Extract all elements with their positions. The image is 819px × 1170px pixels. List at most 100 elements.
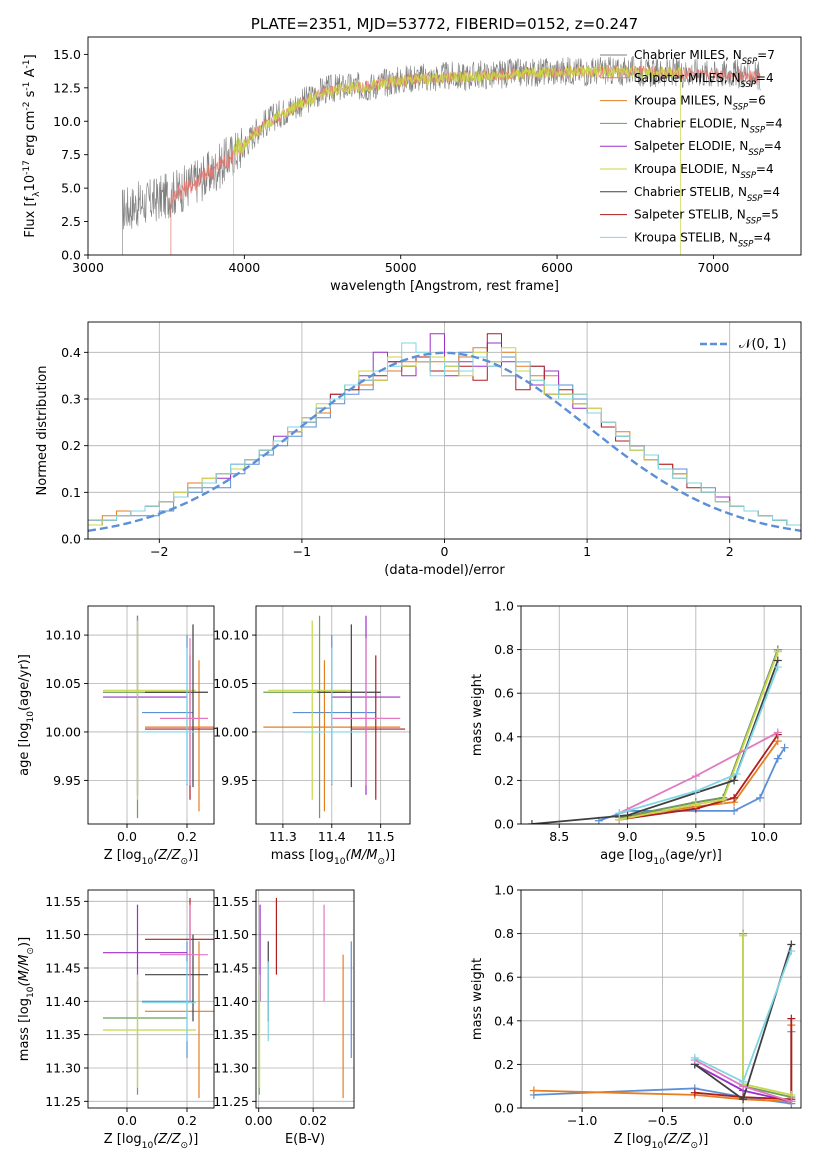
residuals-xtick-label: −2: [150, 544, 168, 559]
age_vs_mass-plot-area: [263, 615, 406, 819]
weight_vs_Z-panel: −1.0 −0.5 0.0 0.0 0.2 0.4 0.6 0.8 1.0 Z [log10(Z/…: [470, 883, 802, 1151]
mass_vs_Z-ytick-label: 11.40: [45, 994, 81, 1009]
weight_vs_age-plot-area: [527, 645, 789, 824]
weight_vs_age-marker: [527, 820, 536, 824]
age_vs_mass-xtick-label: 11.3: [269, 829, 297, 844]
mass_vs_ebv-ytick-label: 11.30: [213, 1061, 249, 1076]
age_vs_mass-ytick-label: 10.00: [213, 724, 249, 739]
age_vs_Z-plot-area: [103, 615, 214, 819]
weight_vs_Z-xlabel: Z [log10(Z/Z⊙)]: [614, 1132, 709, 1151]
mass_vs_Z-xtick-label: 0.0: [117, 1113, 137, 1128]
spectrum-ytick-label: 10.0: [53, 114, 81, 129]
spectrum-ytick-label: 0.0: [61, 248, 81, 263]
residuals-ylabel: Normed distribution: [35, 366, 50, 496]
residuals-plot-area: [88, 333, 801, 539]
weight_vs_age-marker: [732, 769, 741, 778]
age_vs_Z-frame: [87, 605, 215, 825]
residuals-xtick-label: 2: [726, 544, 734, 559]
age_vs_mass-panel: 11.3 11.4 11.5 9.95 10.00 10.05 10.10 mass [log…: [213, 605, 411, 867]
spectrum-plot-area: [122, 56, 761, 255]
weight_vs_age-series-3: [619, 734, 779, 821]
weight_vs_age-ytick-label: 0.8: [494, 642, 514, 657]
legend-label: Kroupa ELODIE, NSSP=4: [634, 162, 774, 180]
legend-label: Chabrier MILES, NSSP=7: [634, 48, 775, 66]
residuals-xlabel: (data-model)/error: [384, 563, 505, 578]
mass_vs_Z-ytick-label: 11.45: [45, 961, 81, 976]
mass_vs_ebv-xtick-label: 0.02: [299, 1113, 327, 1128]
residuals-ytick-label: 0.2: [61, 438, 81, 453]
spectrum-ylabel: Flux [fλ10-17 erg cm-2 s-1 A-1]: [22, 54, 42, 237]
residuals-ytick-label: 0.1: [61, 485, 81, 500]
mass_vs_Z-ytick-label: 11.35: [45, 1027, 81, 1042]
weight_vs_Z-ytick-label: 0.0: [494, 1101, 514, 1116]
mass_vs_Z-plot-area: [103, 898, 214, 1098]
weight_vs_Z-plot-area: [529, 929, 796, 1108]
residual-histogram-5: [88, 342, 801, 539]
mass_vs_Z-ytick-label: 11.30: [45, 1061, 81, 1076]
age_vs_mass-ytick-label: 10.10: [213, 628, 249, 643]
weight_vs_Z-marker: [787, 947, 796, 956]
weight_vs_age-marker: [691, 787, 700, 796]
mass_vs_Z-ytick-label: 11.55: [45, 894, 81, 909]
age_vs_Z-xlabel: Z [log10(Z/Z⊙)]: [104, 848, 199, 867]
weight_vs_age-series-6: [531, 660, 779, 824]
legend-label: 𝒩(0, 1): [739, 337, 786, 352]
weight_vs_Z-marker: [739, 1077, 748, 1086]
spectrum-xlabel: wavelength [Angstrom, rest frame]: [330, 279, 559, 294]
weight_vs_age-panel: 8.5 9.0 9.5 10.0 0.0 0.2 0.4 0.6 0.8 1.0 age [log1…: [470, 599, 802, 867]
age_vs_Z-ylabel: age [log10(age/yr)]: [17, 654, 36, 776]
mass_vs_Z-ytick-label: 11.25: [45, 1094, 81, 1109]
weight_vs_age-ytick-label: 0.6: [494, 686, 514, 701]
age_vs_mass-ytick-label: 10.05: [213, 676, 249, 691]
weight_vs_age-marker: [719, 796, 728, 805]
age_vs_mass-xtick-label: 11.4: [318, 829, 346, 844]
spectrum-xtick-label: 4000: [228, 260, 260, 275]
mass_vs_ebv-ytick-label: 11.25: [213, 1094, 249, 1109]
spectrum-ytick-label: 15.0: [53, 47, 81, 62]
weight_vs_age-xtick-label: 9.5: [686, 829, 706, 844]
spectrum-ytick-label: 12.5: [53, 80, 81, 95]
weight_vs_Z-ytick-label: 0.6: [494, 970, 514, 985]
weight_vs_age-marker: [773, 728, 782, 737]
weight_vs_age-frame: [520, 605, 802, 825]
age_vs_mass-frame: [255, 605, 411, 825]
spectrum-title: PLATE=2351, MJD=53772, FIBERID=0152, z=0…: [251, 15, 638, 33]
age_vs_Z-ytick-label: 10.10: [45, 628, 81, 643]
mass_vs_Z-ylabel: mass [log10(M/M⊙)]: [17, 937, 36, 1061]
spectrum-xtick-label: 7000: [698, 260, 730, 275]
residuals-ytick-label: 0.0: [61, 532, 81, 547]
spectrum-panel: Chabrier MILES, NSSP=7 Salpeter MILES, NS…: [22, 15, 802, 294]
age_vs_Z-panel: 0.0 0.2 9.95 10.00 10.05 10.10 Z [log10(Z/Z⊙)]…: [17, 605, 215, 867]
spectrum-ytick-label: 7.5: [61, 147, 81, 162]
mass_vs_ebv-frame: [255, 889, 355, 1109]
weight_vs_Z-ytick-label: 0.2: [494, 1057, 514, 1072]
spectrum-ytick-label: 2.5: [61, 214, 81, 229]
mass_vs_ebv-xtick-label: 0.00: [245, 1113, 273, 1128]
legend-label: Chabrier STELIB, NSSP=4: [634, 185, 780, 203]
spectrum-legend: Chabrier MILES, NSSP=7 Salpeter MILES, NS…: [600, 48, 783, 248]
weight_vs_age-ytick-label: 1.0: [494, 599, 514, 614]
age_vs_Z-ytick-label: 9.95: [53, 773, 81, 788]
weight_vs_age-xtick-label: 8.5: [549, 829, 569, 844]
spectrum-series-0: [122, 56, 761, 255]
residuals-xtick-label: 0: [441, 544, 449, 559]
weight_vs_Z-ytick-label: 0.8: [494, 926, 514, 941]
weight_vs_age-series-5: [619, 651, 779, 821]
weight_vs_age-ylabel: mass weight: [470, 674, 485, 756]
residuals-panel: 𝒩(0, 1) −2 −1 0 1 2 0.0 0.1 0.2 0.3 0.4 (data-model…: [35, 321, 802, 578]
residuals-xtick-label: 1: [583, 544, 591, 559]
weight_vs_Z-marker: [787, 1097, 796, 1106]
spectrum-xtick-label: 5000: [385, 260, 417, 275]
weight_vs_Z-marker: [690, 1053, 699, 1062]
legend-label: Kroupa MILES, NSSP=6: [634, 94, 766, 112]
mass_vs_ebv-ytick-label: 11.40: [213, 994, 249, 1009]
age_vs_Z-ytick-label: 10.00: [45, 724, 81, 739]
weight_vs_Z-marker: [787, 1014, 796, 1023]
weight_vs_age-marker: [773, 663, 782, 672]
spectrum-ytick-label: 5.0: [61, 181, 81, 196]
weight_vs_age-marker: [756, 793, 765, 802]
weight_vs_age-marker: [691, 800, 700, 809]
weight_vs_age-xtick-label: 10.0: [750, 829, 778, 844]
age_vs_Z-ytick-label: 10.05: [45, 676, 81, 691]
